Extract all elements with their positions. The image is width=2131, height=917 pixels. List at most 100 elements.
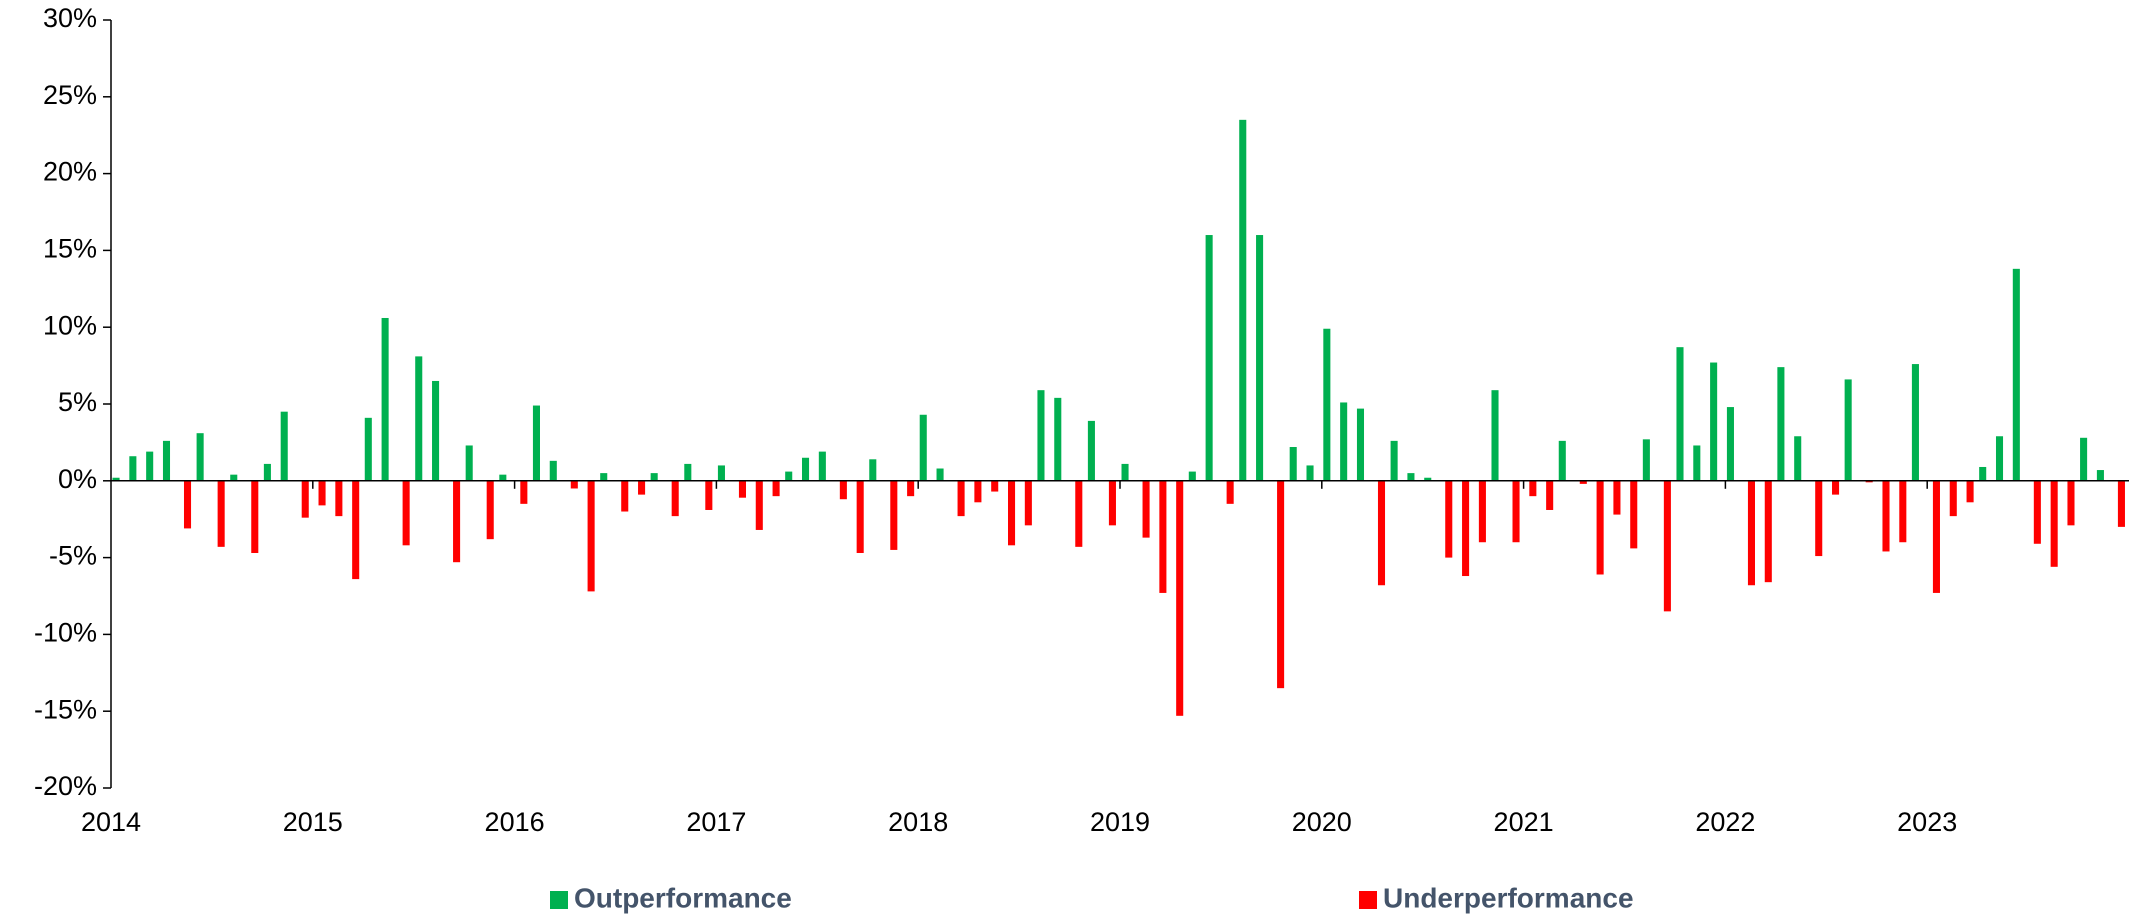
- bar: [112, 477, 120, 481]
- bar: [1865, 480, 1873, 483]
- bar: [974, 480, 982, 503]
- bar: [381, 317, 389, 481]
- y-tick-label: -15%: [34, 694, 97, 724]
- bar: [1512, 480, 1520, 543]
- bar: [1306, 465, 1314, 481]
- bar: [650, 473, 658, 481]
- bar: [671, 480, 679, 517]
- bar: [621, 480, 629, 512]
- bar: [2067, 480, 2075, 526]
- bar: [1663, 480, 1671, 612]
- bar: [738, 480, 746, 498]
- bar: [1024, 480, 1032, 526]
- bar: [520, 480, 528, 504]
- y-tick-label: 20%: [43, 157, 97, 187]
- bar: [684, 463, 692, 481]
- bar: [991, 480, 999, 492]
- bar: [1277, 480, 1285, 689]
- bar: [432, 380, 440, 481]
- bar: [1794, 436, 1802, 481]
- bar: [1289, 447, 1297, 481]
- bar: [1256, 235, 1264, 481]
- bar: [217, 480, 225, 547]
- bar: [1832, 480, 1840, 495]
- bar: [1462, 480, 1470, 577]
- y-tick-label: 30%: [43, 3, 97, 33]
- bar: [2033, 480, 2041, 544]
- x-tick-label: 2018: [888, 807, 948, 837]
- bar: [129, 456, 137, 481]
- bar: [1558, 440, 1566, 481]
- bar: [364, 417, 372, 481]
- bar: [1226, 480, 1234, 504]
- bar: [1630, 480, 1638, 549]
- bar: [1491, 390, 1499, 481]
- bar: [1966, 480, 1974, 503]
- bar: [549, 460, 557, 481]
- bar: [717, 465, 725, 481]
- bar: [230, 474, 238, 481]
- bar: [183, 480, 192, 529]
- bar: [1642, 439, 1650, 481]
- bar: [1121, 463, 1129, 481]
- bar: [638, 480, 646, 495]
- bar: [532, 405, 540, 481]
- x-tick-label: 2017: [686, 807, 746, 837]
- bar: [772, 480, 780, 497]
- bar: [936, 468, 944, 481]
- x-tick-label: 2020: [1292, 807, 1352, 837]
- bar: [1037, 390, 1045, 481]
- bar: [869, 459, 877, 481]
- bar: [1949, 480, 1957, 517]
- bar: [1323, 328, 1331, 481]
- legend-swatch: [1359, 891, 1377, 909]
- bar: [146, 451, 154, 481]
- bar: [755, 480, 763, 530]
- bar: [1579, 480, 1587, 484]
- y-tick-label: 15%: [43, 234, 97, 264]
- bar: [318, 480, 326, 506]
- legend-swatch: [550, 891, 568, 909]
- bar: [1693, 445, 1701, 481]
- bar: [301, 480, 309, 518]
- bar: [402, 480, 410, 546]
- bar: [1764, 480, 1772, 583]
- bar: [839, 480, 847, 500]
- bar: [1911, 364, 1919, 481]
- bar: [1899, 480, 1907, 543]
- bar: [856, 480, 864, 553]
- bar: [1932, 480, 1940, 593]
- bar: [1142, 480, 1150, 538]
- legend-label: Outperformance: [574, 882, 792, 913]
- bar: [1356, 408, 1365, 481]
- x-tick-label: 2021: [1494, 807, 1554, 837]
- bar: [2012, 268, 2020, 481]
- bar: [1995, 436, 2004, 481]
- x-tick-label: 2016: [485, 807, 545, 837]
- bar: [1710, 362, 1718, 481]
- bar: [251, 480, 259, 553]
- bar: [600, 473, 608, 481]
- y-tick-label: 10%: [43, 310, 97, 340]
- bar: [1747, 480, 1755, 586]
- bar: [1390, 440, 1398, 481]
- bar: [1108, 480, 1116, 526]
- bar: [2050, 480, 2058, 567]
- bar: [196, 433, 204, 481]
- bar: [335, 480, 343, 517]
- bar: [352, 480, 360, 580]
- bar: [1676, 347, 1684, 481]
- bar: [1008, 480, 1016, 546]
- bar: [2096, 470, 2104, 481]
- bar: [1424, 477, 1432, 481]
- bar: [1979, 466, 1987, 481]
- bar: [705, 480, 713, 510]
- y-tick-label: -10%: [34, 618, 97, 648]
- bar: [1844, 379, 1852, 481]
- bar: [415, 356, 423, 481]
- y-tick-label: 5%: [58, 387, 97, 417]
- bar: [465, 445, 473, 481]
- bar: [1478, 480, 1486, 543]
- bar: [1188, 471, 1196, 481]
